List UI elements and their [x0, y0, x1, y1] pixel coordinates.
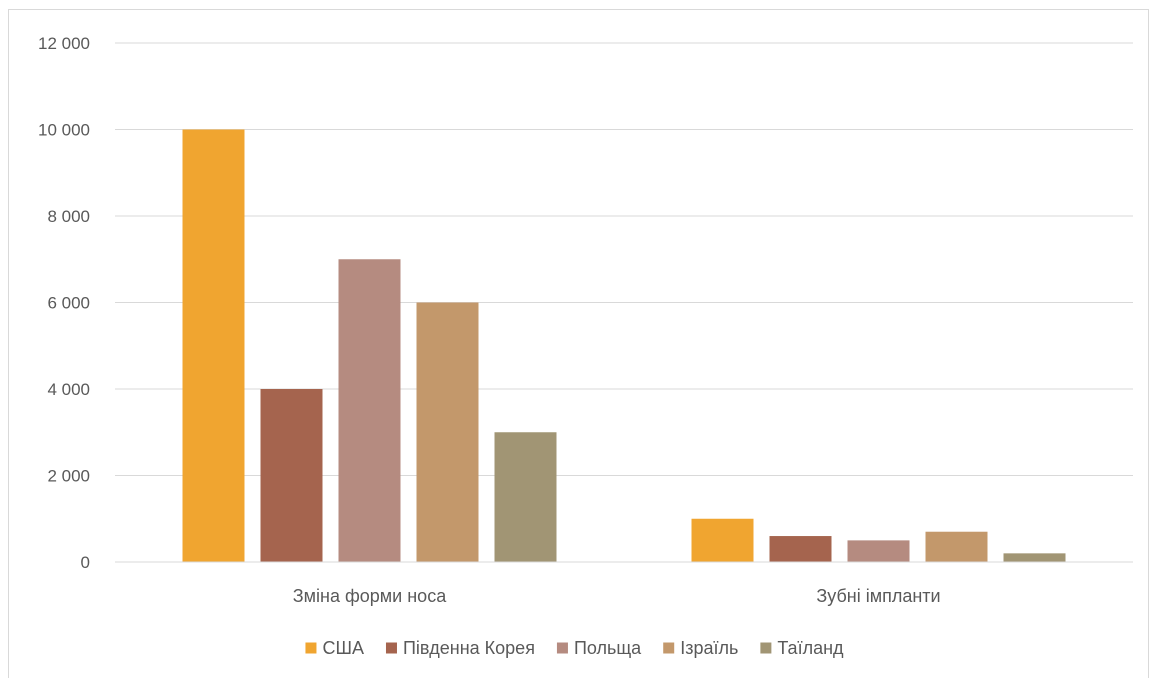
bar: [769, 536, 832, 562]
y-tick-label: 10 000: [38, 121, 90, 140]
legend-swatch: [663, 642, 675, 654]
legend-label: Польща: [574, 638, 642, 658]
legend-label: Південна Корея: [403, 638, 535, 658]
bar: [182, 129, 245, 562]
x-category-label: Зміна форми носа: [293, 586, 447, 606]
bar: [691, 518, 754, 562]
legend-item: Південна Корея: [385, 638, 535, 658]
y-tick-label: 12 000: [38, 34, 90, 53]
y-axis: 0 2 000 4 000 6 000 8 000 10 000 12 000: [38, 34, 90, 572]
legend-label: США: [322, 638, 364, 658]
legend-label: Таїланд: [777, 638, 844, 658]
x-axis: Зміна форми носа Зубні імпланти: [293, 586, 941, 606]
y-tick-label: 0: [81, 553, 90, 572]
bar: [416, 302, 479, 562]
bar: [925, 531, 988, 562]
bars: [182, 129, 1066, 562]
legend: США Південна Корея Польща Ізраїль Таїланд: [305, 638, 844, 658]
legend-item: Ізраїль: [663, 638, 738, 658]
bar: [260, 389, 323, 562]
legend-swatch: [760, 642, 772, 654]
y-tick-label: 6 000: [47, 294, 90, 313]
y-tick-label: 8 000: [47, 207, 90, 226]
legend-label: Ізраїль: [680, 638, 738, 658]
legend-item: США: [305, 638, 364, 658]
chart-frame: [8, 9, 1149, 678]
y-tick-label: 2 000: [47, 467, 90, 486]
legend-item: Польща: [556, 638, 642, 658]
bar: [1003, 553, 1066, 562]
bar: [338, 259, 401, 562]
legend-swatch: [385, 642, 397, 654]
bar: [494, 432, 557, 562]
x-category-label: Зубні імпланти: [816, 586, 940, 606]
legend-item: Таїланд: [760, 638, 844, 658]
y-tick-label: 4 000: [47, 380, 90, 399]
bar: [847, 540, 910, 562]
legend-swatch: [556, 642, 568, 654]
legend-swatch: [305, 642, 317, 654]
